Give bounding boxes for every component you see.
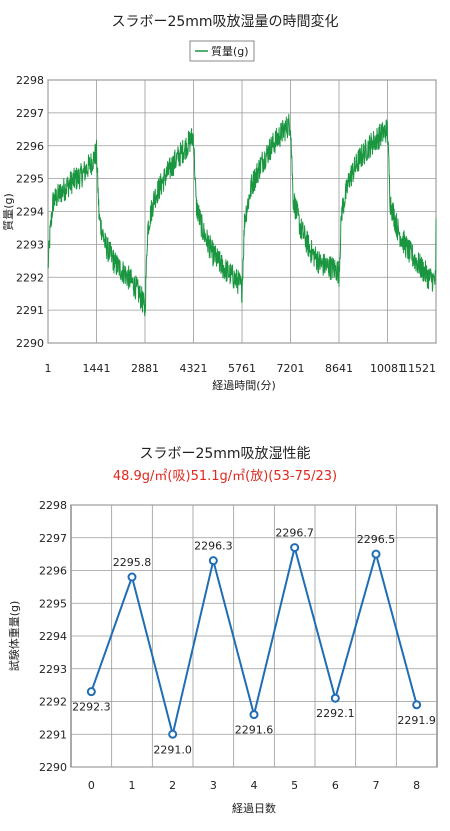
chart-2-y-tick-label: 2293 bbox=[39, 663, 67, 676]
chart-2-point bbox=[371, 549, 381, 559]
chart-2-x-tick-label: 5 bbox=[291, 779, 298, 792]
chart-2-y-tick-label: 2296 bbox=[39, 565, 67, 578]
chart-2-x-tick-label: 1 bbox=[129, 779, 136, 792]
chart-1-y-axis-label: 質量(g) bbox=[1, 193, 15, 231]
chart-1-x-tick-label: 2881 bbox=[131, 362, 159, 375]
chart-1-x-tick-label: 1441 bbox=[83, 362, 111, 375]
chart-2-data-label: 2296.5 bbox=[357, 533, 396, 546]
chart-1-series-line bbox=[47, 113, 437, 317]
chart-2-point bbox=[86, 687, 96, 697]
chart-1-x-tick-label: 10081 bbox=[370, 362, 405, 375]
chart-2-y-tick-label: 2297 bbox=[39, 532, 67, 545]
chart-2-point bbox=[249, 710, 259, 720]
chart-1-y-tick-label: 2295 bbox=[16, 173, 44, 186]
chart-1-x-tick-label: 5761 bbox=[228, 362, 256, 375]
chart-1-y-tick-label: 2290 bbox=[16, 337, 44, 350]
chart-2-point bbox=[330, 693, 340, 703]
chart-2-data-labels: 2292.3 2295.8 2291.0 2296.3 2291.6 2296.7 2292… bbox=[72, 527, 436, 757]
chart-1-x-tick-label: 8641 bbox=[325, 362, 353, 375]
chart-1-y-tick-label: 2293 bbox=[16, 238, 44, 251]
chart-2-x-tick-label: 0 bbox=[88, 779, 95, 792]
chart-2-data-label: 2291.0 bbox=[153, 743, 192, 756]
chart-2-data-label: 2291.6 bbox=[235, 724, 274, 737]
chart-2-data-label: 2292.3 bbox=[72, 701, 111, 714]
chart-1-x-tick-label: 4321 bbox=[180, 362, 208, 375]
chart-2-x-axis-label: 経過日数 bbox=[232, 802, 276, 815]
chart-1-y-tick-label: 2298 bbox=[16, 74, 44, 87]
chart-2-data-label: 2291.9 bbox=[397, 714, 436, 727]
chart-2-y-axis-label: 試験体重量(g) bbox=[7, 601, 21, 672]
chart-2-data-label: 2295.8 bbox=[113, 556, 152, 569]
chart-1-y-tick-label: 2292 bbox=[16, 271, 44, 284]
chart-2-data-label: 2296.7 bbox=[275, 527, 314, 540]
chart-2-x-tick-label: 7 bbox=[373, 779, 380, 792]
chart-1-x-tick-label: 7201 bbox=[277, 362, 305, 375]
chart-1-legend-box bbox=[189, 40, 255, 62]
chart-2-x-tick-label: 2 bbox=[169, 779, 176, 792]
chart-2-y-tick-label: 2292 bbox=[39, 696, 67, 709]
chart-1-legend-label: 質量(g) bbox=[211, 44, 249, 58]
chart-1-y-tick-label: 2294 bbox=[16, 206, 44, 219]
chart-2-x-tick-label: 8 bbox=[413, 779, 420, 792]
chart-2-x-tick-label: 4 bbox=[251, 779, 258, 792]
chart-1-x-axis-label: 経過時間(分) bbox=[212, 379, 276, 392]
chart-1-legend: 質量(g) bbox=[189, 40, 255, 62]
chart-2-x-tick-label: 6 bbox=[332, 779, 339, 792]
chart-2-point bbox=[290, 543, 300, 553]
chart-2-points bbox=[86, 543, 422, 739]
chart-2-point bbox=[208, 556, 218, 566]
chart-2-y-ticks: 2290 2291 2292 2293 2294 2295 2296 2297 2298 bbox=[39, 499, 67, 774]
chart-2-data-label: 2296.3 bbox=[194, 540, 233, 553]
chart-2-title: スラボー25mm吸放湿性能 bbox=[139, 446, 310, 462]
chart-2-x-ticks: 0 1 2 3 4 5 6 7 8 bbox=[88, 779, 420, 792]
chart-2: スラボー25mm吸放湿性能 48.9g/㎡(吸)51.1g/㎡(放)(53-75… bbox=[7, 446, 438, 815]
chart-1-y-tick-label: 2291 bbox=[16, 304, 44, 317]
chart-2-y-tick-label: 2298 bbox=[39, 499, 67, 512]
chart-2-data-label: 2292.1 bbox=[316, 707, 355, 720]
chart-1-title: スラボー25mm吸放湿量の時間変化 bbox=[111, 13, 338, 30]
chart-2-point bbox=[412, 700, 422, 710]
chart-1-y-tick-label: 2297 bbox=[16, 107, 44, 120]
chart-2-y-tick-label: 2295 bbox=[39, 597, 67, 610]
chart-2-point bbox=[168, 729, 178, 739]
chart-2-x-tick-label: 3 bbox=[210, 779, 217, 792]
chart-1-x-tick-label: 11521 bbox=[401, 362, 436, 375]
chart-1-y-ticks: 2290 2291 2292 2293 2294 2295 2296 2297 2298 bbox=[16, 74, 44, 350]
chart-1-y-tick-label: 2296 bbox=[16, 140, 44, 153]
chart-2-subtitle: 48.9g/㎡(吸)51.1g/㎡(放)(53-75/23) bbox=[113, 469, 337, 484]
chart-1: スラボー25mm吸放湿量の時間変化 質量(g) 2290 2291 2292 2293… bbox=[1, 13, 437, 392]
chart-2-point bbox=[127, 572, 137, 582]
chart-2-y-tick-label: 2291 bbox=[39, 728, 67, 741]
chart-2-y-tick-label: 2294 bbox=[39, 630, 67, 643]
chart-1-x-tick-label: 1 bbox=[45, 362, 52, 375]
chart-2-y-tick-label: 2290 bbox=[39, 761, 67, 774]
